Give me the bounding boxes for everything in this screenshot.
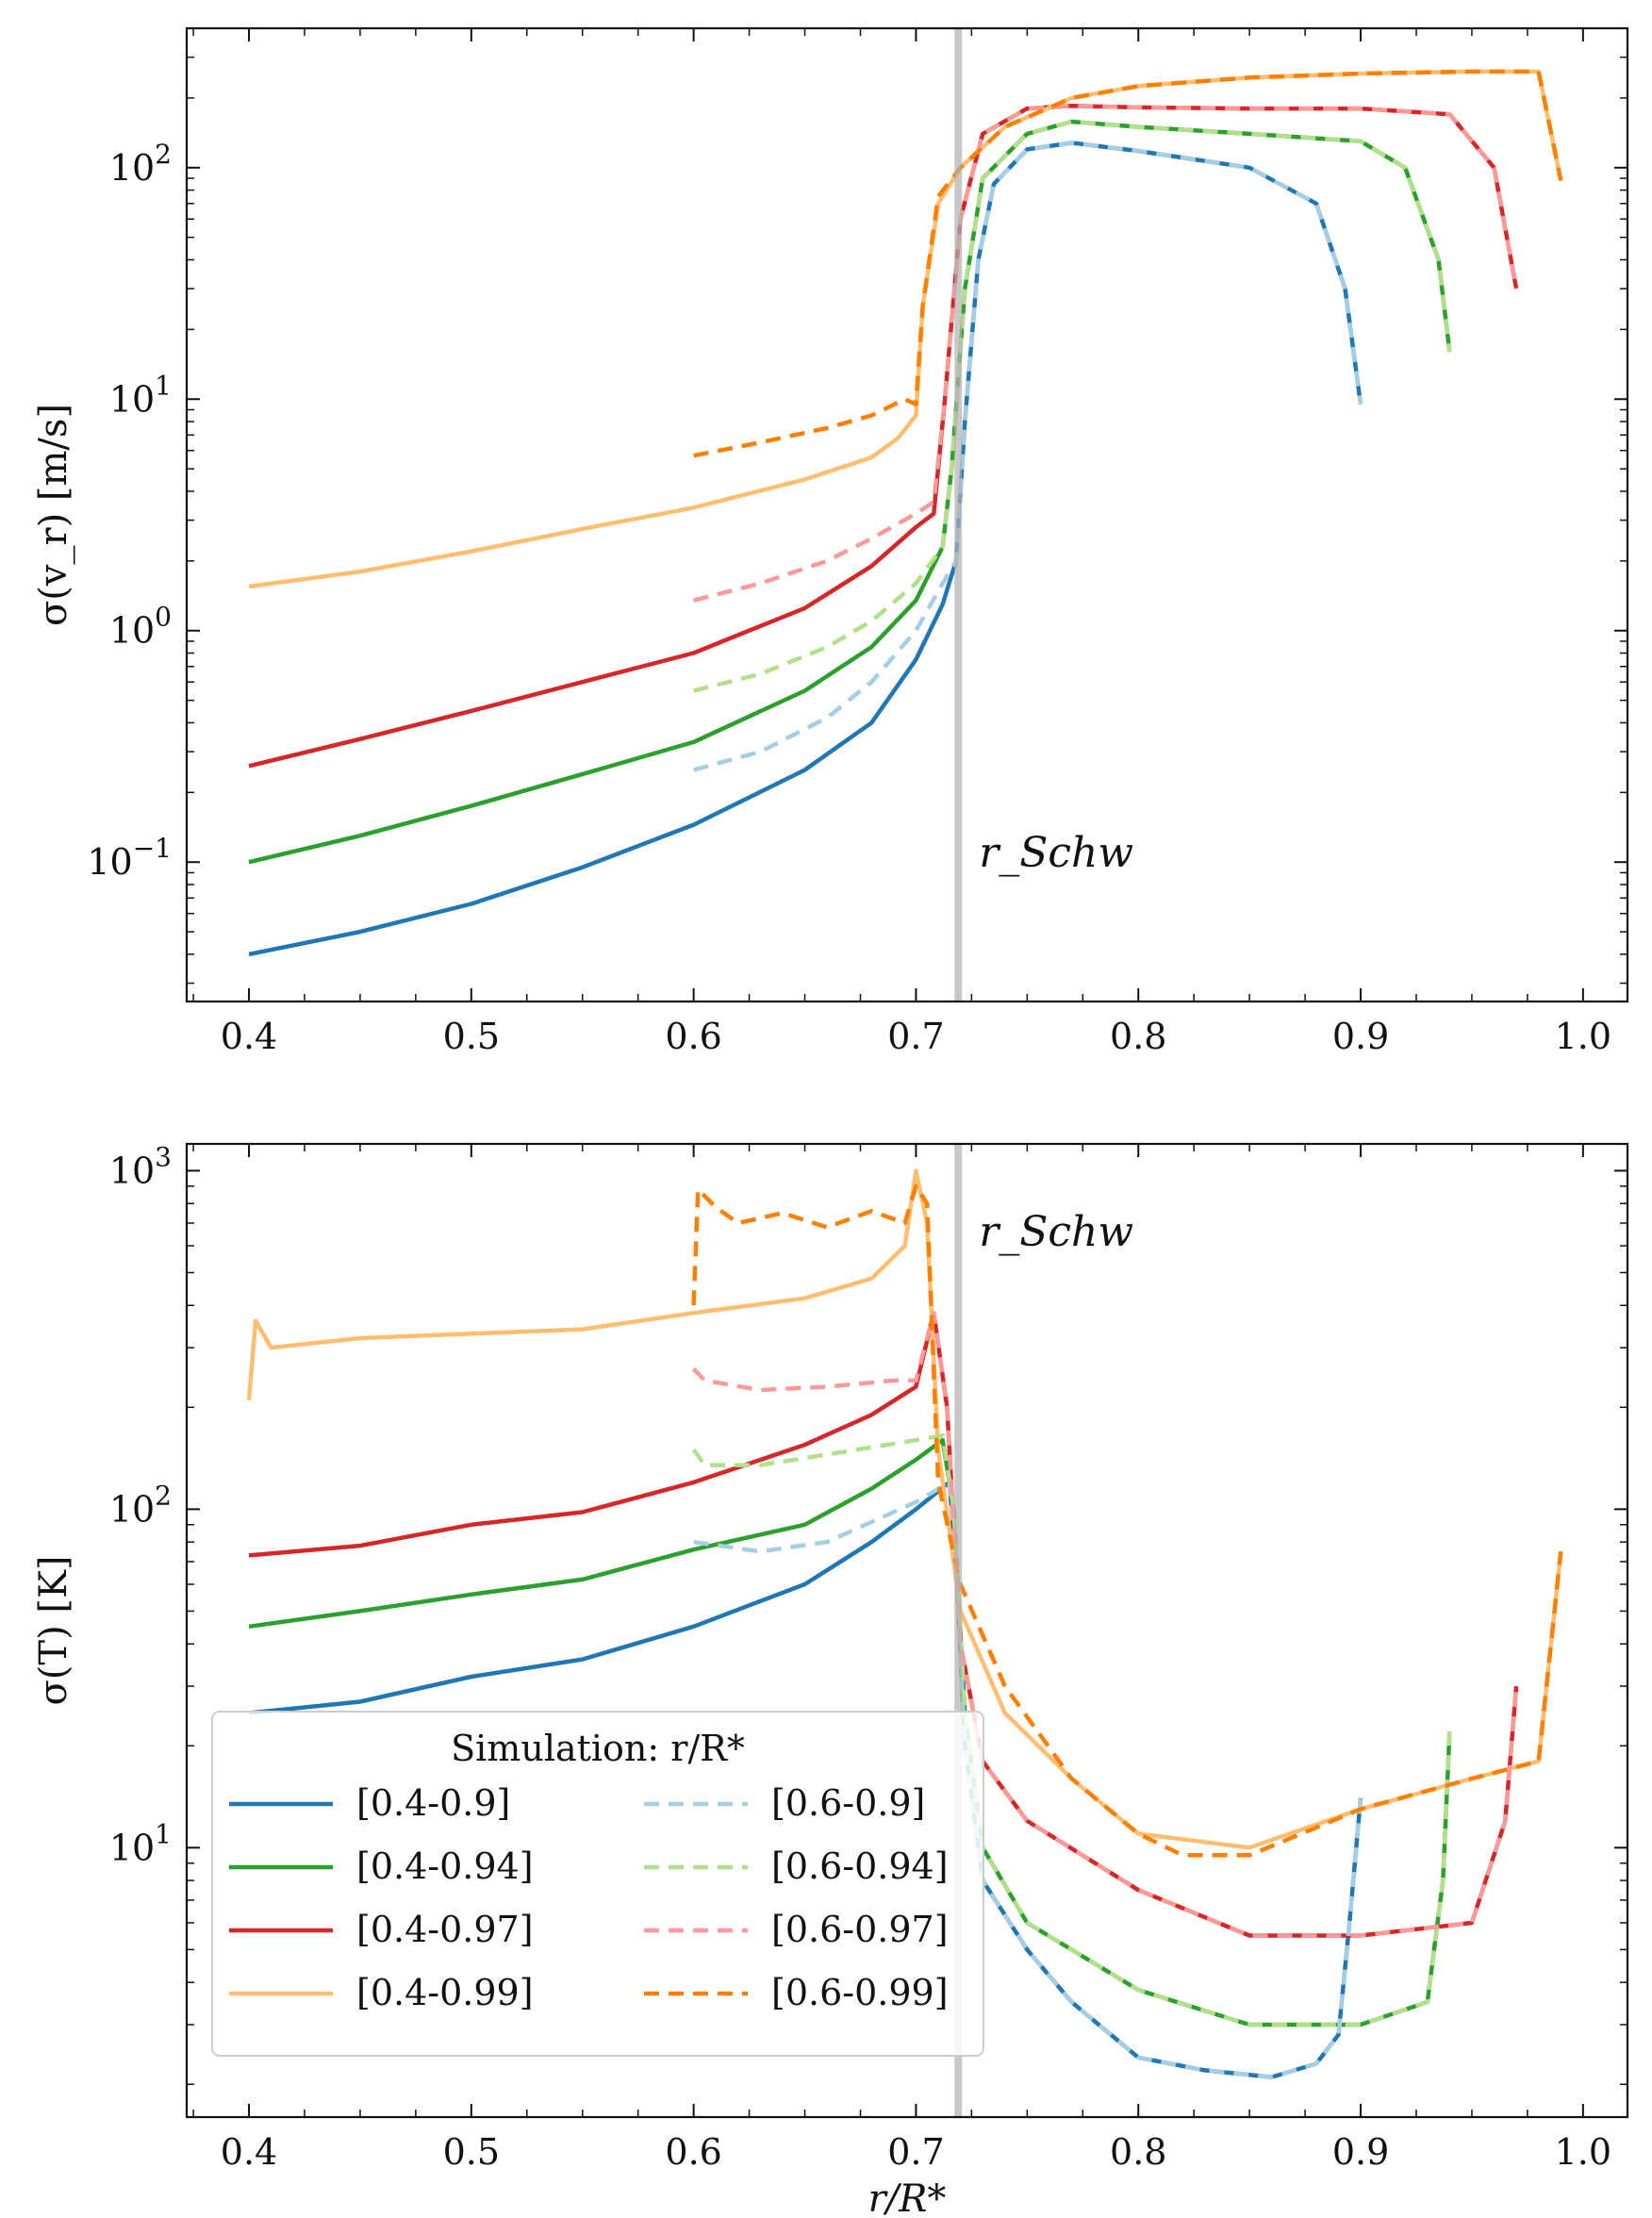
y-tick-label: 101 [109,1818,172,1868]
x-tick-label: 1.0 [1555,1016,1611,1057]
y-tick-label: 100 [109,602,172,652]
series-line-0_6-0_9 [693,141,1363,772]
x-tick-label: 0.7 [887,2131,944,2173]
series-line-0_6-0_94 [693,119,1452,693]
legend-entry-label: [0.6-0.97] [771,1909,949,1950]
bottom-axes-frame [185,1142,1629,2119]
x-tick-label: 0.9 [1332,2131,1389,2173]
top-ticks: 0.4 0.5 0.6 0.7 0.8 0.9 1.0 10−1 100 101 102 [87,27,1627,1057]
x-tick-label: 0.9 [1332,1016,1389,1057]
y-tick-label: 103 [109,1141,172,1191]
y-tick-label: 102 [109,1480,172,1530]
legend-entry-label: [0.4-0.9] [356,1782,510,1824]
legend-entry-label: [0.6-0.9] [771,1782,925,1824]
legend-entry-label: [0.6-0.94] [771,1846,949,1887]
schwarzschild-annotation-bottom: r_Schw [979,1208,1133,1256]
y-tick-label: 102 [109,139,172,189]
legend-title: Simulation: r/R* [451,1728,745,1769]
legend-entry-label: [0.6-0.99] [771,1972,949,2013]
x-tick-label: 0.4 [221,1016,277,1057]
legend-entries: [0.4-0.9] [0.4-0.94] [0.4-0.97] [0.4-0.99] [… [229,1782,949,2013]
top-axes-frame [185,26,1629,1003]
x-tick-label: 0.6 [665,2131,721,2173]
legend: Simulation: r/R* [0.4-0.9][0.4-0.94][0.4… [211,1711,984,2057]
x-axis-label: r/R* [868,2177,947,2218]
series-line-0_6-0_9 [693,1480,1363,2079]
x-tick-label: 0.8 [1110,2131,1166,2173]
panel-top-velocity: 0.4 0.5 0.6 0.7 0.8 0.9 1.0 10−1 100 101 102 σ(v_r… [32,26,1629,1057]
schwarzschild-line-bottom [954,1144,963,2117]
y-tick-label: 101 [109,370,172,420]
schwarzschild-annotation-top: r_Schw [979,829,1133,877]
x-tick-label: 0.7 [887,1016,944,1057]
y-tick-label: 10−1 [87,833,172,883]
bottom-y-axis-label: σ(T) [K] [32,1555,75,1705]
bottom-ticks: 0.4 0.5 0.6 0.7 0.8 0.9 1.0 101 102 103 [109,1141,1627,2173]
schwarzschild-line-top [954,28,963,1001]
legend-entry-label: [0.4-0.99] [356,1972,534,2013]
legend-entry-label: [0.4-0.94] [356,1846,534,1887]
series-line-0_6-0_99 [691,1183,1563,1858]
x-tick-label: 0.5 [443,2131,500,2173]
x-tick-label: 0.6 [665,1016,721,1057]
x-tick-label: 0.4 [221,2131,277,2173]
series-line-0_6-0_97 [693,103,1519,603]
x-tick-label: 0.8 [1110,1016,1166,1057]
top-y-axis-label: σ(v_r) [m/s] [32,404,75,626]
legend-entry-label: [0.4-0.97] [356,1909,534,1950]
x-tick-label: 0.5 [443,1016,500,1057]
x-tick-label: 1.0 [1555,2131,1611,2173]
legend-box [211,1711,984,2057]
